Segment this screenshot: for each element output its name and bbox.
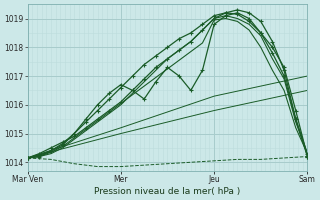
X-axis label: Pression niveau de la mer( hPa ): Pression niveau de la mer( hPa ) — [94, 187, 241, 196]
